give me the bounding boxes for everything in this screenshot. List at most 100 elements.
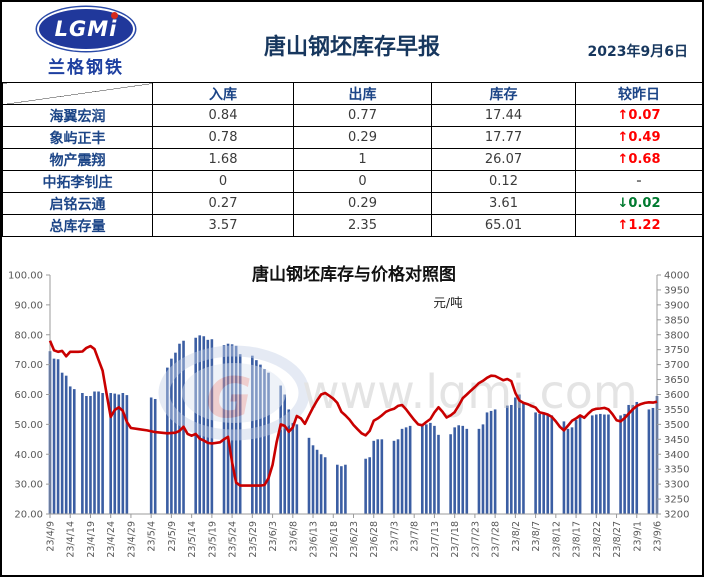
y-left-tick-label: 50.00 <box>14 420 43 431</box>
col-header-change: 较昨日 <box>575 82 702 105</box>
logo-mark-text: LGMi <box>54 17 118 41</box>
x-tick-label: 23/4/24 <box>106 521 117 558</box>
bar <box>323 457 327 514</box>
bar <box>255 360 258 514</box>
bar <box>117 394 121 514</box>
bar <box>372 440 376 514</box>
y-left-tick-label: 80.00 <box>14 330 43 341</box>
x-tick-label: 23/7/8 <box>410 521 421 552</box>
bar <box>230 344 234 514</box>
report-date: 2023年9月6日 <box>587 44 688 60</box>
watermark-g-icon: G <box>206 366 252 431</box>
bar <box>538 413 541 514</box>
bar <box>206 339 210 514</box>
bar <box>404 427 408 514</box>
y-right-tick-label: 3800 <box>664 330 689 341</box>
page-title: 唐山钢坯库存早报 <box>263 35 440 60</box>
bar <box>566 428 570 514</box>
y-left-tick-label: 40.00 <box>14 450 43 461</box>
bar <box>380 439 384 514</box>
x-tick-label: 23/6/3 <box>268 521 279 552</box>
x-tick-label: 23/7/13 <box>430 521 441 558</box>
x-tick-label: 23/7/3 <box>389 521 400 552</box>
x-tick-label: 23/4/9 <box>46 521 57 552</box>
bar <box>210 339 214 514</box>
bar <box>534 412 537 514</box>
bar <box>493 409 497 514</box>
bar <box>510 404 513 514</box>
cell-in: 3.57 <box>152 214 294 237</box>
bar <box>449 434 452 514</box>
bar <box>267 372 270 514</box>
cell-in: 0.78 <box>152 126 294 149</box>
bar <box>319 454 323 514</box>
y-right-tick-label: 3650 <box>664 375 689 386</box>
bar <box>64 375 68 514</box>
cell-in: 1.68 <box>152 148 294 171</box>
bar <box>578 416 582 514</box>
bar <box>425 424 428 515</box>
cell-out: 0 <box>293 170 432 193</box>
price-line <box>48 340 658 487</box>
bar <box>453 427 456 514</box>
bar <box>376 439 380 514</box>
bar <box>420 425 424 514</box>
y-left-tick-label: 30.00 <box>14 480 43 491</box>
bar <box>619 415 622 514</box>
diagonal-header-cell <box>2 82 153 105</box>
bar <box>429 422 432 514</box>
x-tick-label: 23/5/24 <box>228 521 239 558</box>
table-row: 中拓李钊庄 0 0 0.12- <box>2 170 702 193</box>
cell-change: ↓0.02 <box>575 192 702 215</box>
bar <box>259 364 262 515</box>
bar <box>56 359 60 514</box>
bar <box>623 413 626 514</box>
bar <box>251 355 254 514</box>
y-right-tick-label: 3250 <box>664 495 689 506</box>
y-right-tick-label: 3350 <box>664 465 689 476</box>
bar <box>461 425 465 514</box>
x-tick-label: 23/9/6 <box>653 521 664 552</box>
cell-out: 1 <box>293 148 432 171</box>
x-tick-label: 23/6/28 <box>369 521 380 558</box>
cell-name: 象屿正丰 <box>2 126 153 149</box>
x-tick-label: 23/5/9 <box>167 521 178 552</box>
bar <box>68 386 72 514</box>
bar <box>60 372 64 514</box>
logo-dot-icon <box>111 12 118 19</box>
table-row: 象屿正丰 0.78 0.29 17.77 ↑0.49 <box>2 126 702 149</box>
cell-out: 0.77 <box>293 104 432 127</box>
cell-change: ↑0.07 <box>575 104 702 127</box>
y-right-tick-label: 3950 <box>664 285 689 296</box>
y-right-tick-label: 3600 <box>664 390 689 401</box>
bar <box>364 458 367 514</box>
bar <box>166 367 169 514</box>
bar <box>291 422 295 514</box>
bar <box>307 437 311 514</box>
x-tick-label: 23/8/12 <box>551 521 562 558</box>
bar <box>603 414 606 514</box>
x-tick-label: 23/8/27 <box>612 521 623 558</box>
table-row: 启铭云通 0.27 0.29 3.61 ↓0.02 <box>2 192 702 215</box>
table-row: 海翼宏润 0.84 0.77 17.44 ↑0.07 <box>2 104 702 127</box>
bar <box>505 405 509 514</box>
bar <box>238 354 242 514</box>
y-left-tick-label: 20.00 <box>14 510 43 521</box>
bar <box>295 424 299 515</box>
watermark-ellipse-icon <box>158 345 310 441</box>
logo-company-name: 兰格钢铁 <box>48 58 124 78</box>
x-tick-label: 23/6/8 <box>288 521 299 552</box>
bar <box>170 358 173 514</box>
x-tick-label: 23/5/14 <box>187 521 198 558</box>
x-tick-label: 23/4/29 <box>126 521 137 558</box>
x-tick-label: 23/7/18 <box>450 521 461 558</box>
table-row: 总库存量 3.57 2.35 65.01 ↑1.22 <box>2 214 702 237</box>
bar <box>283 394 287 514</box>
col-header-stock: 库存 <box>431 82 576 105</box>
bar <box>287 409 291 514</box>
x-tick-label: 23/6/23 <box>349 521 360 558</box>
cell-stock: 0.12 <box>431 170 576 193</box>
bar <box>81 393 84 514</box>
